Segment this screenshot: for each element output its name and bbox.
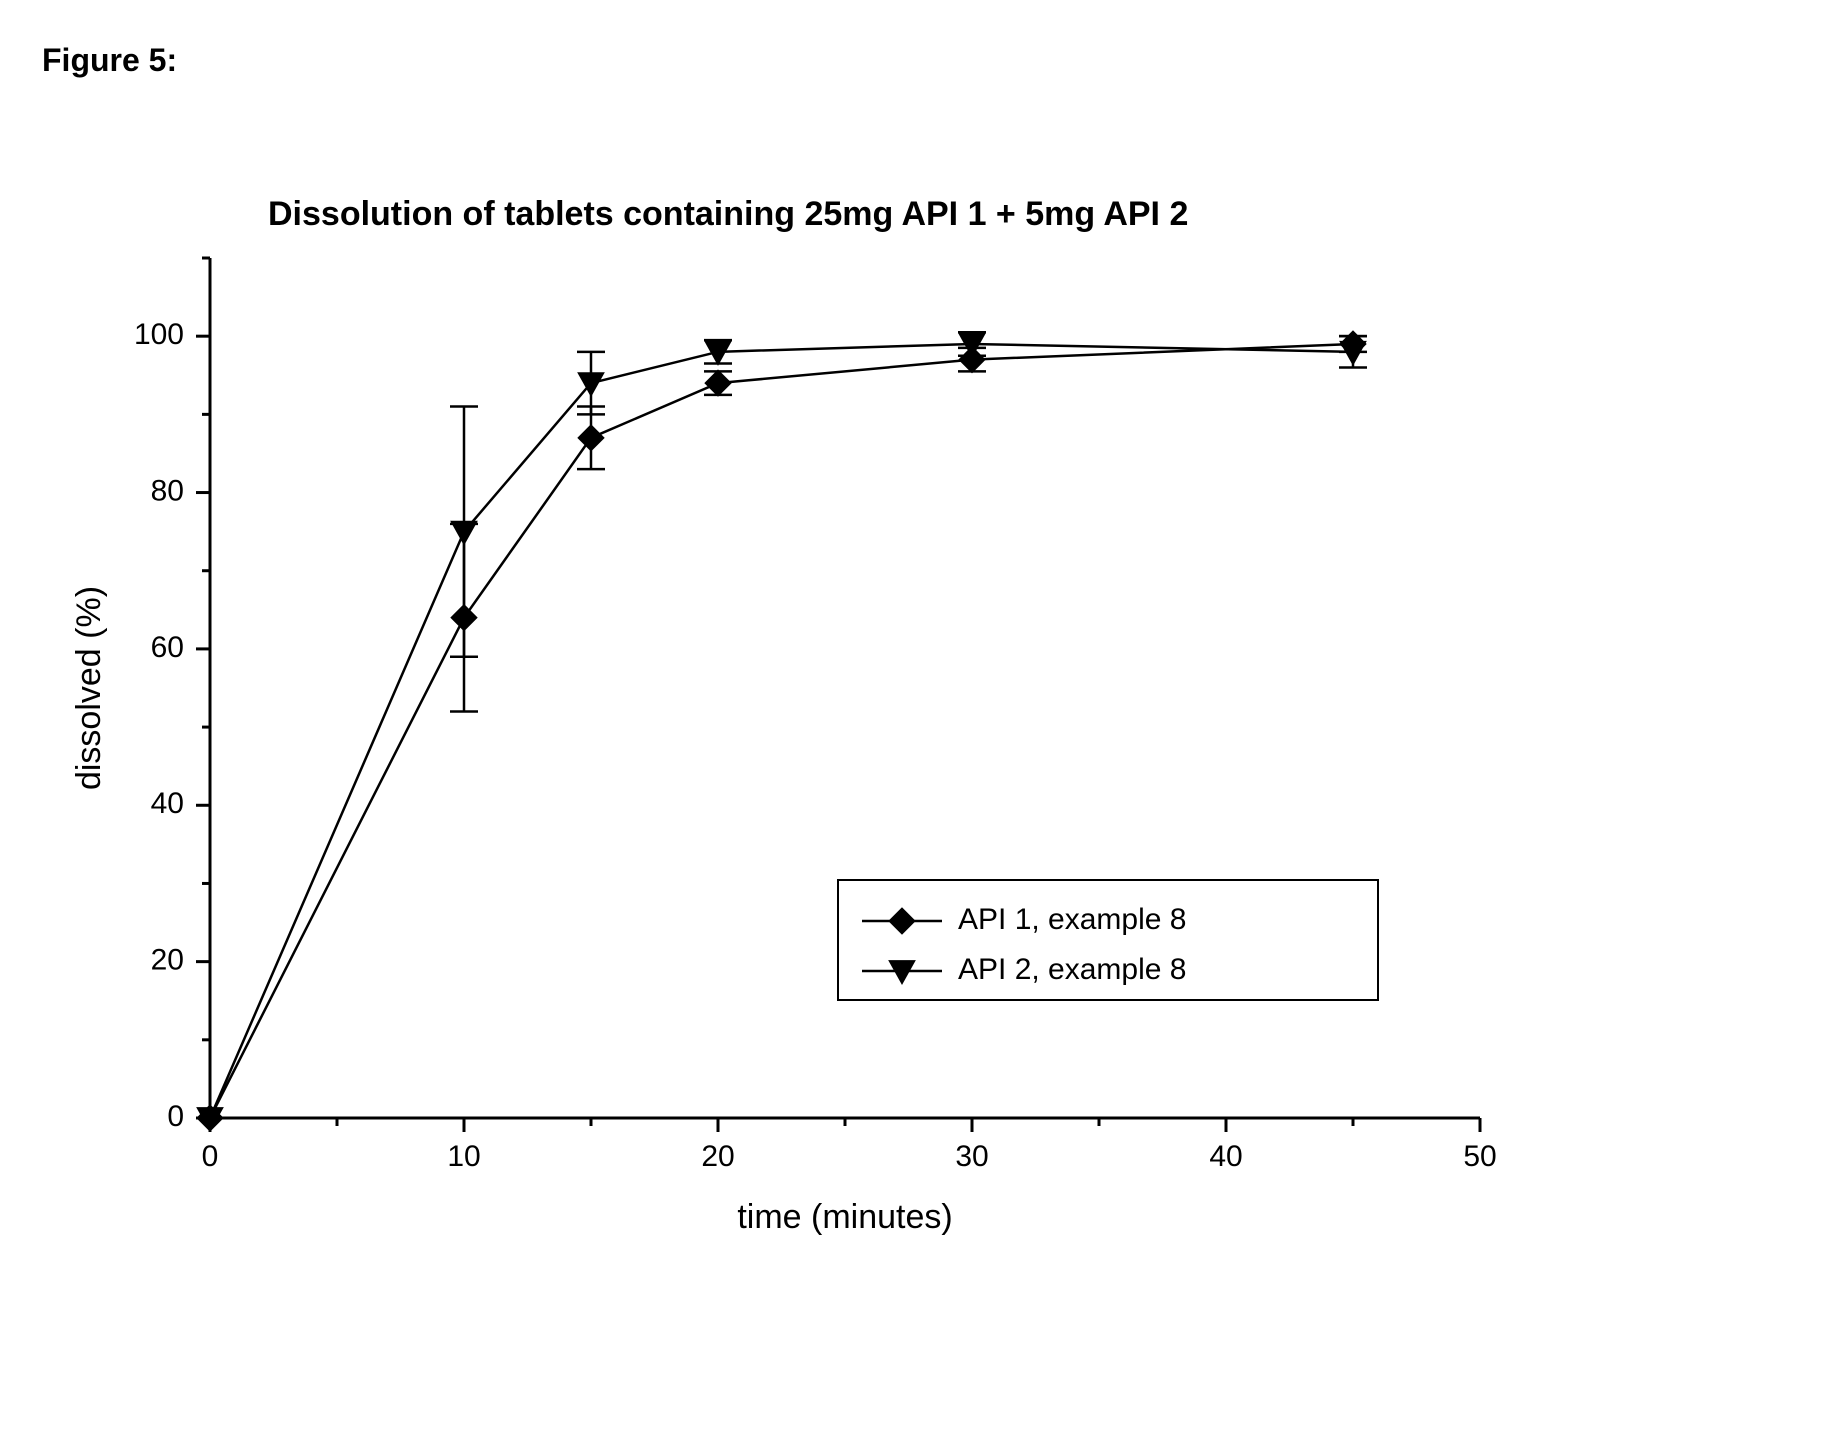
svg-text:20: 20 [151, 944, 184, 977]
y-axis-label: dissolved (%) [70, 586, 108, 790]
series-0 [197, 331, 1367, 1131]
svg-text:10: 10 [447, 1140, 480, 1173]
svg-text:20: 20 [701, 1140, 734, 1173]
svg-text:80: 80 [151, 474, 184, 507]
dissolution-chart: 0 20 40 60 80 100 0 10 20 30 40 50 dissolved (%) time… [0, 0, 1821, 1436]
legend: API 1, example 8 API 2, example 8 [838, 880, 1378, 1000]
svg-text:40: 40 [1209, 1140, 1242, 1173]
svg-text:0: 0 [202, 1140, 219, 1173]
x-axis-label: time (minutes) [737, 1198, 952, 1236]
svg-text:60: 60 [151, 631, 184, 664]
page: { "figure_label": "Figure 5:", "figure_l… [0, 0, 1821, 1436]
svg-text:100: 100 [134, 318, 184, 351]
svg-text:40: 40 [151, 787, 184, 820]
series-1 [197, 332, 1367, 1131]
svg-text:30: 30 [955, 1140, 988, 1173]
svg-text:50: 50 [1463, 1140, 1496, 1173]
legend-label-1: API 2, example 8 [958, 953, 1186, 986]
legend-label-0: API 1, example 8 [958, 903, 1186, 936]
svg-text:0: 0 [167, 1100, 184, 1133]
